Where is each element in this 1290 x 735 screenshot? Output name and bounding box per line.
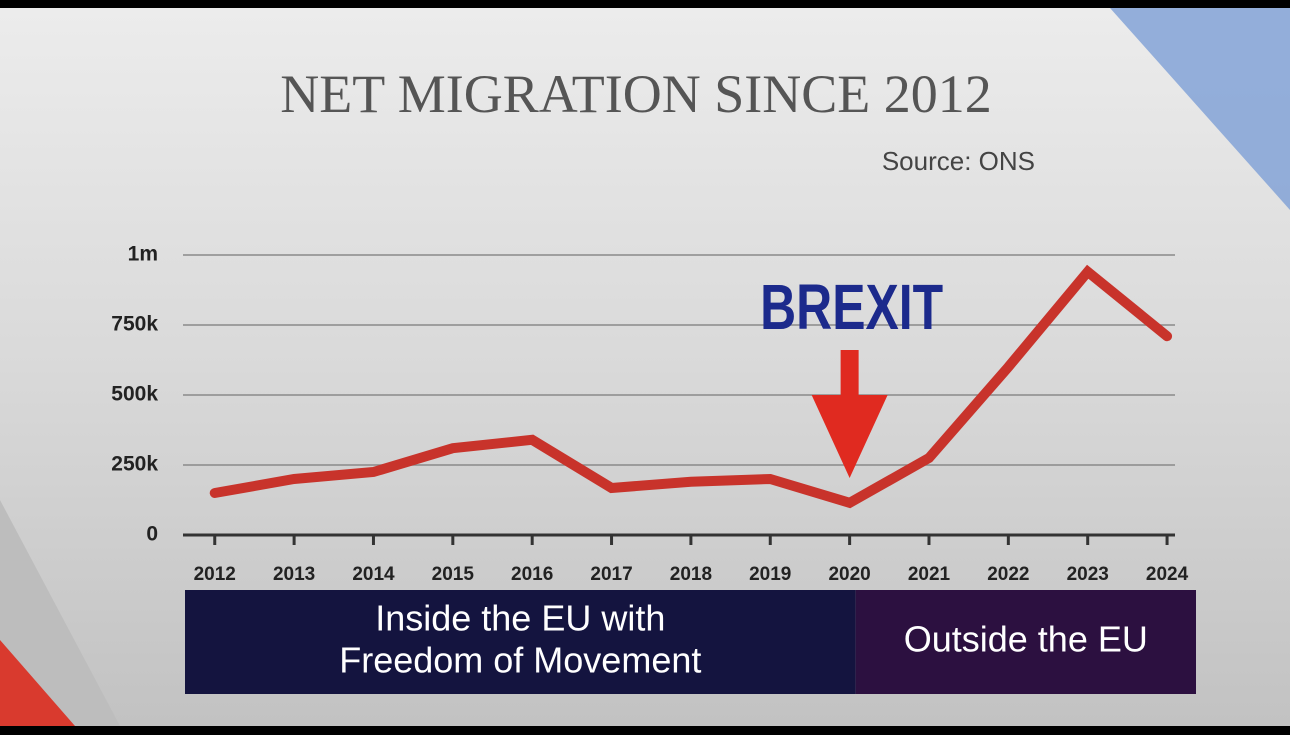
x-tick-label: 2018: [670, 564, 712, 585]
x-tick-label: 2022: [987, 564, 1029, 585]
period-label: Inside the EU with: [375, 598, 665, 639]
x-tick-label: 2020: [828, 564, 870, 585]
series-line: [209, 264, 1173, 509]
period-band: [855, 590, 1196, 694]
chart-title: NET MIGRATION SINCE 2012: [280, 64, 992, 124]
x-tick-label: 2017: [590, 564, 632, 585]
corner-decoration: [0, 640, 75, 726]
x-tick-label: 2019: [749, 564, 791, 585]
y-tick-label: 0: [146, 523, 158, 546]
x-tick-label: 2015: [432, 564, 475, 585]
plot: 0 250k 500k 750k 1m 2012 2013 2014 2015 2016 2017 2…: [111, 243, 1196, 694]
corner-decoration: [1110, 8, 1290, 210]
x-tick-label: 2014: [352, 564, 395, 585]
period-band: [185, 590, 856, 694]
x-tick-label: 2021: [908, 564, 951, 585]
x-tick-label: 2012: [194, 564, 236, 585]
x-tick-label: 2023: [1067, 564, 1109, 585]
x-tick-label: 2016: [511, 564, 553, 585]
annotation: BREXIT: [760, 272, 943, 343]
y-tick-label: 500k: [111, 383, 158, 406]
y-tick-label: 250k: [111, 453, 158, 476]
annotation-arrow: [811, 350, 888, 478]
x-tick-label: 2013: [273, 564, 315, 585]
corner-decoration: [0, 500, 120, 726]
y-tick-label: 1m: [128, 243, 158, 266]
source: Source: ONS: [882, 146, 1035, 176]
period-label: Outside the EU: [904, 619, 1148, 660]
x-tick-label: 2024: [1146, 564, 1189, 585]
period-label: Freedom of Movement: [339, 640, 701, 681]
y-tick-label: 750k: [111, 313, 158, 336]
